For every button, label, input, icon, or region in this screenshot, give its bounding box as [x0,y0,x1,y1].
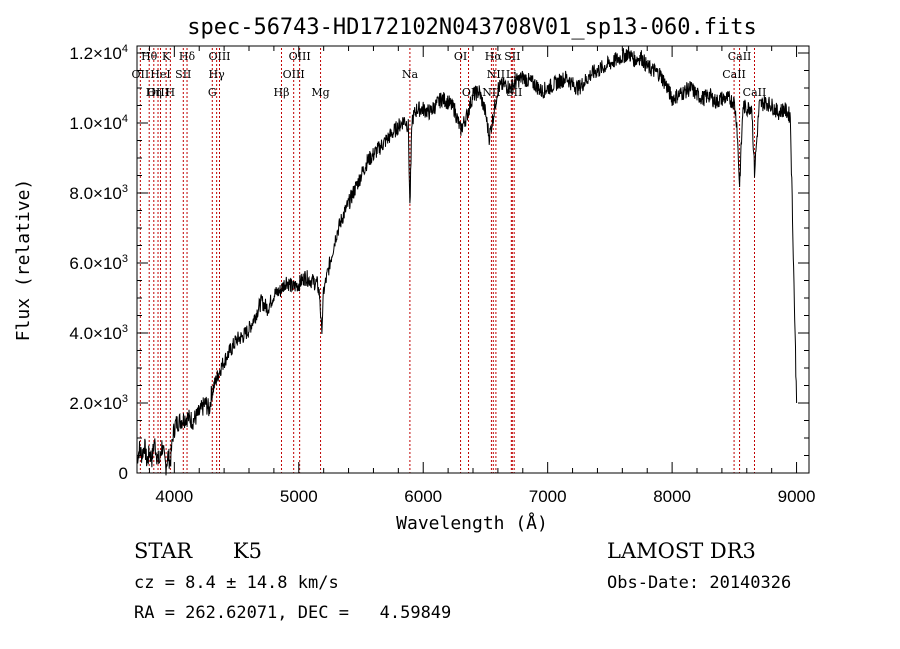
subclass-label: K5 [232,539,262,563]
line-label-18: OIII [147,86,169,99]
line-label-21: G [208,86,217,99]
line-label-9: OII [132,68,150,81]
line-label-25: NII [482,86,500,99]
line-label-4: OIII [289,50,311,63]
y-tick-label-2: 4.0×103 [69,323,128,343]
line-label-10: HeI [150,68,170,81]
line-label-0: Hθ [141,50,158,63]
x-tick-label-1: 5000 [280,487,318,506]
line-label-2: Hδ [179,50,196,63]
x-tick-label-2: 6000 [404,487,442,506]
y-tick-label-4: 8.0×103 [69,183,128,203]
class-label: STAR [134,539,193,563]
spectrum-line [136,46,798,476]
y-axis-label: Flux (relative) [13,179,34,342]
line-label-14: Na [402,68,419,81]
line-label-3: OIII [208,50,230,63]
line-label-27: CaII [743,86,767,99]
line-label-19: Hη [146,86,162,99]
line-label-12: Hγ [209,68,226,81]
x-tick-label-0: 4000 [155,487,193,506]
line-label-17: CaII [722,68,746,81]
line-label-16: Li [506,68,517,81]
line-label-5: OI [454,50,467,63]
y-tick-label-5: 1.0×104 [69,113,128,133]
x-axis: 4000 5000 6000 7000 8000 9000 [148,46,816,506]
y-tick-label-6: 1.2×104 [69,43,128,63]
object-class: STAR K5 [134,539,262,563]
plot-frame [136,45,810,474]
line-label-8: CaII [728,50,752,63]
survey-label: LAMOST DR3 [607,539,756,563]
line-label-7: SII [504,50,520,63]
x-tick-label-5: 9000 [778,487,816,506]
y-tick-label-0: 0 [119,464,128,483]
y-tick-label-1: 2.0×103 [69,393,128,413]
line-label-11: SII [175,68,191,81]
spectral-line-markers [139,48,755,473]
chart-title: spec-56743-HD172102N043708V01_sp13-060.f… [187,15,757,40]
y-axis: 0 2.0×103 4.0×103 6.0×103 8.0×103 1.0×104 1.2×… [69,43,809,483]
coordinates-label: RA = 262.62071, DEC = 4.59849 [134,603,452,623]
line-label-23: Mg [311,86,329,99]
line-label-15: NII [487,68,505,81]
y-tick-label-3: 6.0×103 [69,253,128,273]
line-label-6: Hα [485,50,503,63]
line-label-1: K [162,50,171,63]
line-label-13: OIII [283,68,305,81]
line-label-22: Hβ [274,86,290,99]
obs-date-label: Obs-Date: 20140326 [607,573,792,593]
line-label-20: H [166,86,176,99]
x-tick-label-4: 8000 [653,487,691,506]
x-tick-label-3: 7000 [529,487,567,506]
x-axis-label: Wavelength (Å) [396,512,548,534]
redshift-label: cz = 8.4 ± 14.8 km/s [134,573,339,593]
